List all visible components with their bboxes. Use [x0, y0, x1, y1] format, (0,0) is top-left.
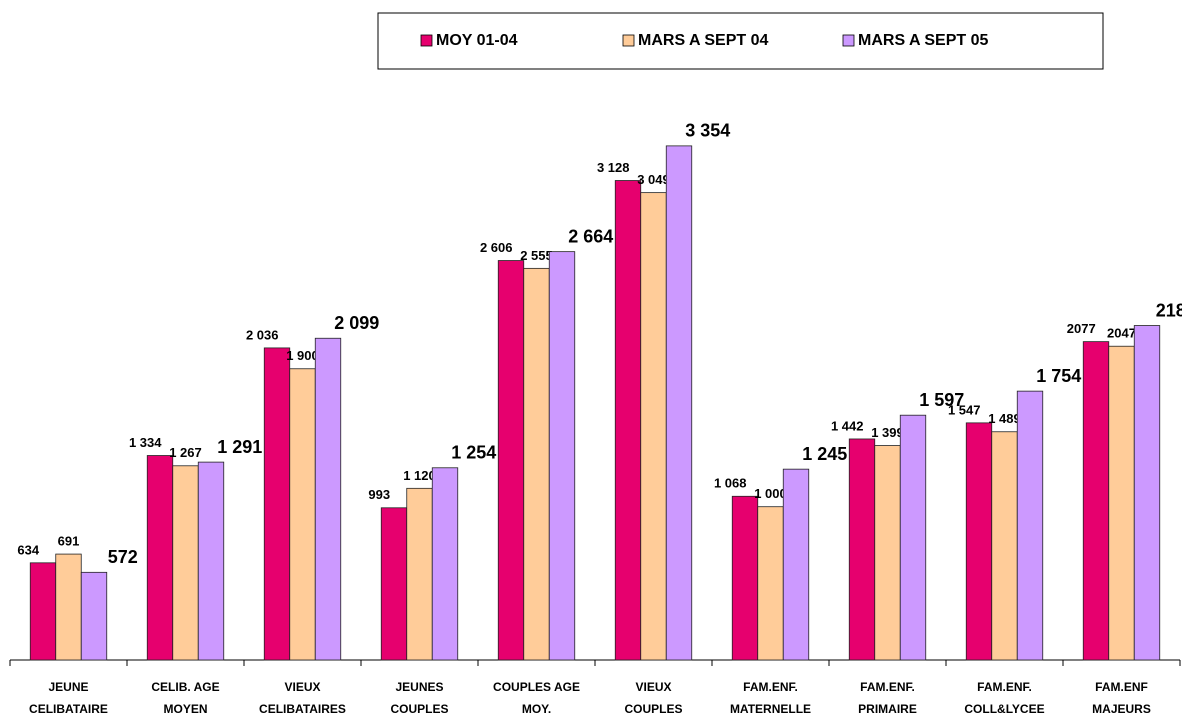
x-tick-label: CELIB. AGE	[151, 680, 219, 694]
legend-swatch	[420, 34, 433, 47]
value-label: 3 128	[597, 160, 630, 175]
x-tick-label: JEUNE	[48, 680, 88, 694]
value-label: 2047	[1107, 326, 1136, 341]
value-label: 2 664	[568, 226, 613, 246]
x-tick-label: FAM.ENF.	[977, 680, 1032, 694]
value-label: 1 489	[988, 411, 1021, 426]
value-label: 572	[108, 547, 138, 567]
bar	[146, 455, 174, 661]
value-label: 1 900	[286, 348, 319, 363]
x-tick-label: VIEUX	[635, 680, 671, 694]
bar	[1108, 345, 1135, 661]
value-label: 1 334	[129, 435, 162, 450]
value-label: 1 597	[919, 390, 964, 410]
bar	[548, 251, 576, 661]
bar	[197, 461, 225, 661]
x-tick-label: MAJEURS	[1092, 702, 1151, 716]
x-tick-label: MOYEN	[163, 702, 207, 716]
legend-swatch	[622, 34, 635, 47]
value-label: 1 120	[403, 468, 436, 483]
bar	[640, 192, 667, 661]
value-label: 993	[368, 487, 390, 502]
bar	[782, 468, 810, 661]
bar	[431, 467, 459, 661]
value-label: 3 049	[637, 172, 670, 187]
value-label: 2 555	[520, 248, 553, 263]
x-tick-label: FAM.ENF.	[743, 680, 798, 694]
legend-box	[377, 12, 1104, 70]
bar	[614, 180, 642, 661]
value-label: 634	[17, 542, 39, 557]
bar	[406, 487, 433, 661]
bar	[29, 562, 57, 661]
bar	[665, 145, 693, 661]
x-tick-label: CELIBATAIRE	[29, 702, 108, 716]
bar	[757, 506, 784, 661]
bar	[289, 368, 316, 661]
value-label: 1 291	[217, 437, 262, 457]
x-tick-label: PRIMAIRE	[858, 702, 917, 716]
bar	[899, 414, 927, 661]
x-tick-label: COUPLES AGE	[493, 680, 580, 694]
legend-label: MARS A SEPT 04	[638, 32, 769, 49]
value-label: 2 036	[246, 327, 279, 342]
value-label: 3 354	[685, 121, 730, 141]
bar	[848, 438, 876, 661]
value-label: 2 606	[480, 240, 513, 255]
x-tick-label: FAM.ENF	[1095, 680, 1148, 694]
bar	[874, 445, 901, 661]
bar	[80, 571, 108, 661]
bar	[314, 337, 342, 661]
bar	[263, 347, 291, 661]
bar	[497, 260, 525, 661]
bar	[1133, 325, 1161, 661]
x-tick-label: COUPLES	[390, 702, 448, 716]
x-tick-label: COUPLES	[624, 702, 682, 716]
x-tick-label: MATERNELLE	[730, 702, 811, 716]
value-label: 1 254	[451, 443, 496, 463]
value-label: 1 442	[831, 418, 864, 433]
bar	[965, 422, 993, 661]
bar	[523, 267, 550, 661]
legend-label: MARS A SEPT 05	[858, 32, 989, 49]
bar	[731, 495, 759, 661]
bar	[172, 465, 199, 661]
value-label: 1 754	[1036, 366, 1081, 386]
bar	[1016, 390, 1044, 661]
bar	[55, 553, 82, 661]
legend-swatch	[842, 34, 855, 47]
x-tick-label: JEUNES	[395, 680, 443, 694]
x-tick-label: COLL&LYCEE	[964, 702, 1044, 716]
value-label: 691	[58, 534, 80, 549]
value-label: 1 399	[871, 425, 904, 440]
x-tick-label: MOY.	[522, 702, 551, 716]
value-label: 2 099	[334, 313, 379, 333]
x-tick-label: CELIBATAIRES	[259, 702, 346, 716]
x-tick-label: FAM.ENF.	[860, 680, 915, 694]
legend-label: MOY 01-04	[436, 32, 518, 49]
bar	[991, 431, 1018, 661]
value-label: 1 000	[754, 486, 787, 501]
x-tick-label: VIEUX	[284, 680, 320, 694]
value-label: 1 245	[802, 444, 847, 464]
value-label: 1 267	[169, 445, 202, 460]
value-label: 2077	[1067, 321, 1096, 336]
value-label: 2182	[1156, 300, 1182, 320]
bar	[1082, 341, 1110, 661]
value-label: 1 068	[714, 476, 747, 491]
bar	[380, 507, 408, 661]
value-label: 1 547	[948, 402, 981, 417]
